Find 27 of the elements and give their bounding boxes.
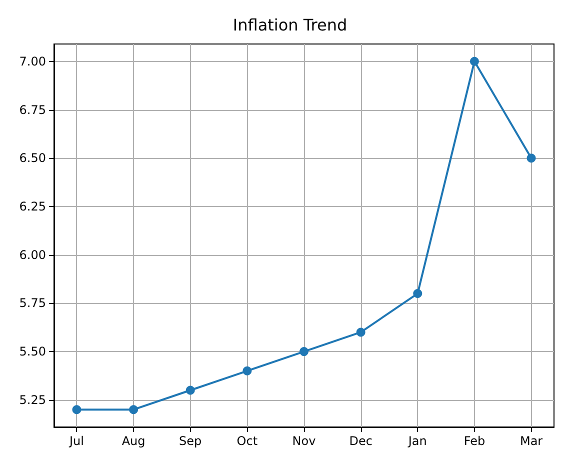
point bbox=[356, 328, 366, 337]
x-tick-label: Nov bbox=[292, 434, 316, 448]
x-tick-label: Oct bbox=[236, 434, 258, 448]
point bbox=[129, 405, 138, 414]
x-tick-label: Jul bbox=[68, 434, 84, 448]
point bbox=[300, 347, 308, 356]
y-tick-label: 7.00 bbox=[19, 54, 46, 68]
y-tick-label: 5.25 bbox=[19, 392, 46, 407]
y-tick-label: 5.50 bbox=[19, 344, 46, 359]
x-tick-label: Aug bbox=[122, 434, 146, 448]
y-tick-label: 6.00 bbox=[19, 248, 46, 262]
point bbox=[186, 386, 195, 395]
point bbox=[526, 154, 536, 163]
y-tick-label: 6.50 bbox=[19, 151, 46, 166]
chart-title: Inflation Trend bbox=[232, 16, 348, 34]
y-tick-label: 6.75 bbox=[19, 102, 46, 117]
x-tick-label: Dec bbox=[349, 434, 372, 448]
x-tick-label: Jan bbox=[407, 434, 427, 448]
point bbox=[242, 366, 252, 376]
x-tick-label: Feb bbox=[464, 434, 486, 448]
point bbox=[72, 405, 82, 414]
y-tick-label: 6.25 bbox=[19, 199, 46, 214]
point bbox=[413, 289, 422, 298]
point bbox=[470, 56, 479, 66]
x-tick-label: Mar bbox=[520, 434, 543, 448]
y-tick-label: 5.75 bbox=[19, 296, 46, 310]
x-tick-label: Sep bbox=[179, 434, 202, 448]
